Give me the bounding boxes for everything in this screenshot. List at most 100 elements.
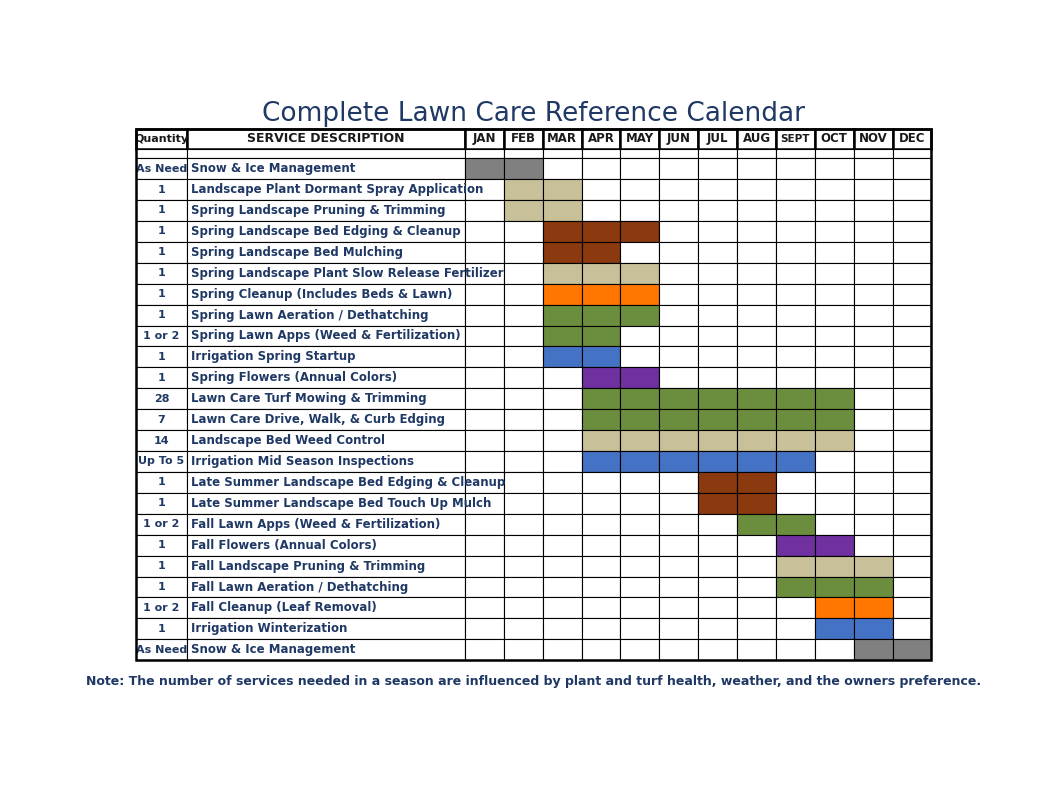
Bar <box>504 430 542 451</box>
Bar <box>659 367 699 388</box>
Bar <box>776 149 815 158</box>
Bar <box>699 472 737 493</box>
Bar <box>815 430 854 451</box>
Bar <box>659 305 699 326</box>
Bar <box>135 493 187 514</box>
Bar <box>737 284 776 305</box>
Bar <box>620 263 659 284</box>
Bar <box>737 242 776 263</box>
Bar <box>815 242 854 263</box>
Bar <box>620 200 659 221</box>
Bar <box>620 221 659 242</box>
Bar <box>699 493 737 514</box>
Bar <box>699 388 737 409</box>
Bar <box>582 493 620 514</box>
Bar <box>892 409 932 430</box>
Bar <box>854 430 892 451</box>
Bar <box>542 179 582 200</box>
Bar <box>776 388 815 409</box>
Bar <box>135 535 187 556</box>
Bar <box>659 129 699 149</box>
Bar <box>465 129 504 149</box>
Bar <box>737 129 776 149</box>
Bar <box>737 326 776 346</box>
Bar <box>815 305 854 326</box>
Bar <box>465 263 504 284</box>
Bar <box>582 242 620 263</box>
Bar <box>892 451 932 472</box>
Text: 1: 1 <box>157 498 166 508</box>
Text: Spring Landscape Bed Mulching: Spring Landscape Bed Mulching <box>192 246 403 259</box>
Bar <box>465 326 504 346</box>
Bar <box>699 556 737 577</box>
Bar <box>504 597 542 619</box>
Bar <box>504 221 542 242</box>
Bar <box>465 619 504 639</box>
Bar <box>815 619 854 639</box>
Bar <box>582 430 620 451</box>
Bar <box>135 200 187 221</box>
Bar <box>699 158 737 179</box>
Bar <box>135 367 187 388</box>
Bar <box>582 556 620 577</box>
Bar <box>620 409 659 430</box>
Bar <box>582 388 620 409</box>
Text: Fall Landscape Pruning & Trimming: Fall Landscape Pruning & Trimming <box>192 560 426 573</box>
Bar <box>135 305 187 326</box>
Bar <box>854 305 892 326</box>
Bar <box>465 367 504 388</box>
Bar <box>542 158 582 179</box>
Bar <box>892 242 932 263</box>
Bar <box>542 149 582 158</box>
Text: JUL: JUL <box>707 132 729 146</box>
Bar <box>737 619 776 639</box>
Bar <box>854 346 892 367</box>
Bar <box>187 556 465 577</box>
Text: 1: 1 <box>157 352 166 362</box>
Bar <box>699 451 737 472</box>
Bar <box>699 284 737 305</box>
Bar <box>465 535 504 556</box>
Bar <box>776 158 815 179</box>
Bar <box>776 597 815 619</box>
Bar <box>659 597 699 619</box>
Bar <box>135 149 187 158</box>
Bar <box>659 221 699 242</box>
Bar <box>776 430 815 451</box>
Bar <box>815 514 854 535</box>
Text: 1 or 2: 1 or 2 <box>144 603 180 613</box>
Bar <box>465 472 504 493</box>
Bar <box>542 388 582 409</box>
Bar <box>659 346 699 367</box>
Bar <box>659 619 699 639</box>
Bar <box>737 514 776 535</box>
Bar <box>582 149 620 158</box>
Text: SERVICE DESCRIPTION: SERVICE DESCRIPTION <box>248 132 405 146</box>
Bar <box>659 409 699 430</box>
Bar <box>737 221 776 242</box>
Bar <box>620 556 659 577</box>
Bar <box>815 597 854 619</box>
Bar <box>187 346 465 367</box>
Bar <box>135 577 187 597</box>
Text: MAY: MAY <box>626 132 654 146</box>
Bar <box>582 535 620 556</box>
Bar <box>582 639 620 661</box>
Bar <box>187 179 465 200</box>
Bar <box>737 367 776 388</box>
Bar <box>542 346 582 367</box>
Bar <box>135 639 187 661</box>
Bar <box>620 639 659 661</box>
Bar <box>815 493 854 514</box>
Bar <box>187 619 465 639</box>
Bar <box>815 284 854 305</box>
Bar <box>542 305 582 326</box>
Bar <box>504 388 542 409</box>
Text: FEB: FEB <box>511 132 536 146</box>
Bar <box>582 305 620 326</box>
Bar <box>582 472 620 493</box>
Bar <box>892 158 932 179</box>
Bar <box>542 200 582 221</box>
Bar <box>737 493 776 514</box>
Bar <box>504 326 542 346</box>
